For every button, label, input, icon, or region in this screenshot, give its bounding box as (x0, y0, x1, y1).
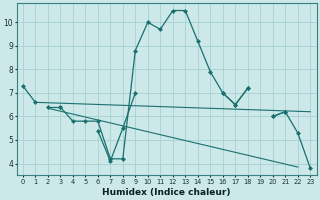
X-axis label: Humidex (Indice chaleur): Humidex (Indice chaleur) (102, 188, 231, 197)
